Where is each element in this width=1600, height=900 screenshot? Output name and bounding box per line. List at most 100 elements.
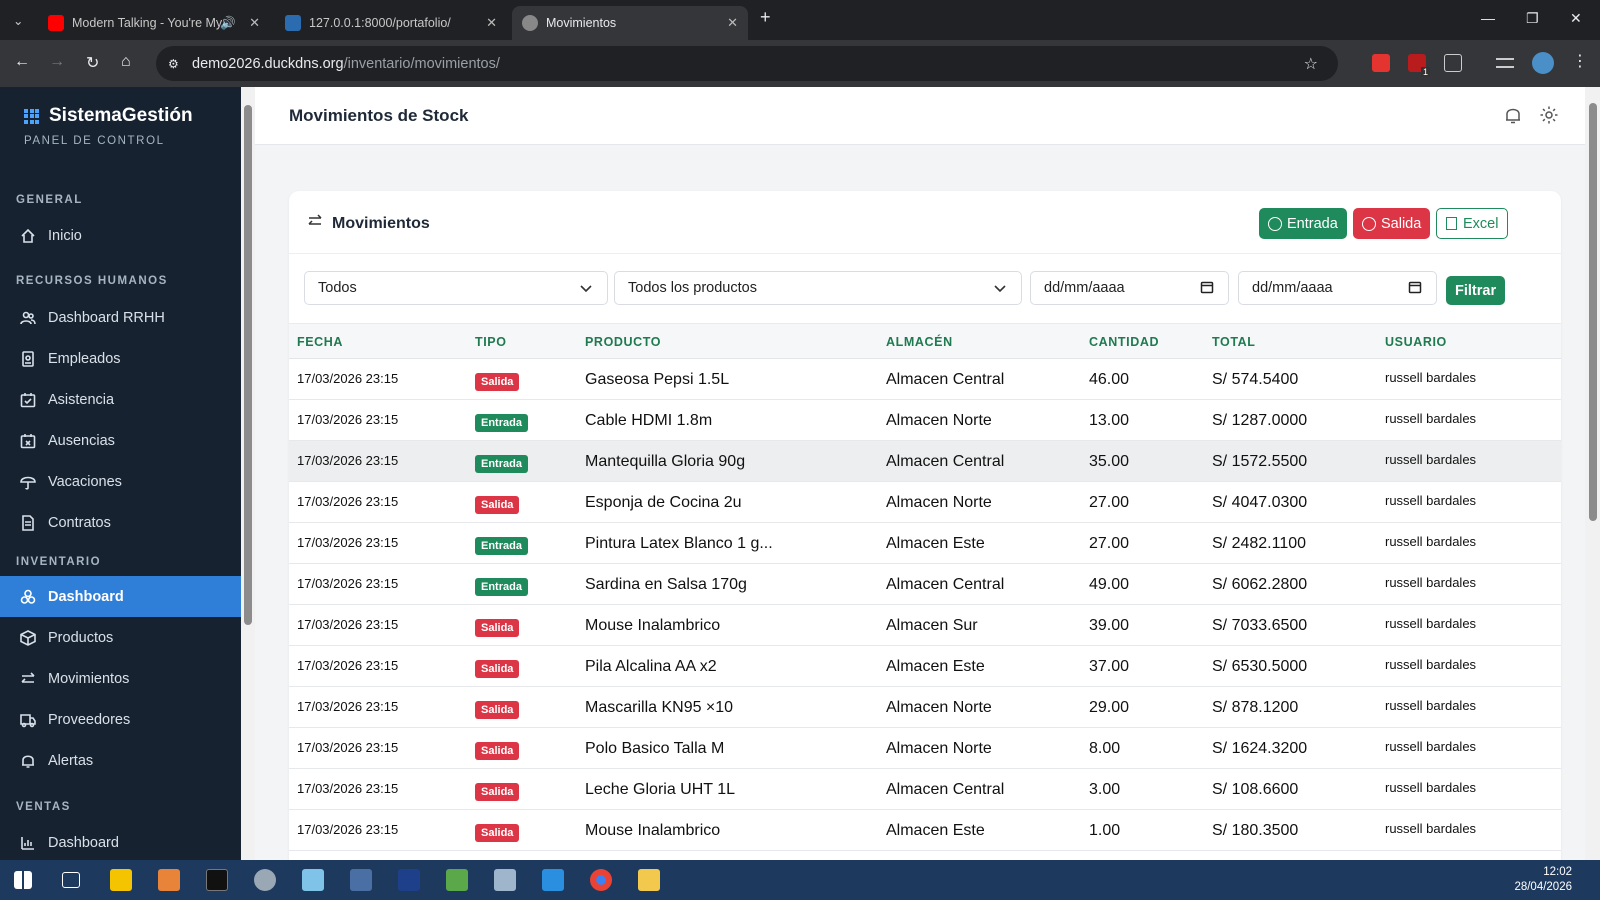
table-row[interactable]: 17/03/2026 23:15 Salida Leche Gloria UHT 1…: [289, 769, 1561, 810]
table-row[interactable]: 17/03/2026 23:15 Entrada Cable HDMI 1.8m Al…: [289, 400, 1561, 441]
extension-icon[interactable]: 1: [1408, 54, 1430, 77]
tipo-select[interactable]: Todos: [304, 271, 608, 305]
sidebar-item-productos[interactable]: Productos: [0, 617, 245, 658]
salida-button[interactable]: Salida: [1353, 208, 1431, 239]
sidebar-item-dashboard-inventario[interactable]: Dashboard: [0, 576, 245, 617]
sidebar-item-proveedores[interactable]: Proveedores: [0, 699, 245, 740]
filtrar-button[interactable]: Filtrar: [1446, 276, 1506, 305]
table-row[interactable]: 17/03/2026 23:15 Salida Gaseosa Pepsi 1.5L…: [289, 359, 1561, 400]
forward-icon[interactable]: →: [49, 53, 65, 70]
cell-fecha: 17/03/2026 23:15: [297, 781, 399, 796]
back-icon[interactable]: ←: [14, 53, 30, 70]
window-close-icon[interactable]: ✕: [1570, 10, 1582, 26]
sidebar-item-movimientos[interactable]: Movimientos: [0, 658, 245, 699]
scrollbar-thumb[interactable]: [244, 105, 252, 625]
app-icon[interactable]: [494, 869, 516, 891]
minimize-icon[interactable]: —: [1481, 10, 1495, 26]
table-row[interactable]: 17/03/2026 23:15 Salida Mascarilla KN95 ×1…: [289, 687, 1561, 728]
status-badge: Salida: [475, 701, 520, 719]
terminal-icon[interactable]: [206, 869, 228, 891]
chrome-icon[interactable]: [590, 869, 612, 891]
tab-portafolio[interactable]: 127.0.0.1:8000/portafolio/ ✕: [275, 6, 507, 40]
fecha-desde-input[interactable]: dd/mm/aaaa: [1030, 271, 1229, 305]
tab-modern-talking[interactable]: Modern Talking - You're My 🔊 ✕: [38, 6, 270, 40]
close-icon[interactable]: ✕: [249, 15, 260, 30]
cell-total: S/ 4047.0300: [1212, 494, 1308, 511]
sticky-notes-icon[interactable]: [110, 869, 132, 891]
avatar[interactable]: [1532, 52, 1554, 74]
table-row[interactable]: 17/03/2026 23:15 Salida Mouse Inalambrico A…: [289, 810, 1561, 851]
table-row[interactable]: 17/03/2026 23:15 Entrada Pintura Latex Bla…: [289, 523, 1561, 564]
cell-cantidad: 8.00: [1089, 740, 1121, 757]
column-header-producto[interactable]: PRODUCTO: [585, 335, 662, 349]
new-tab-button[interactable]: +: [760, 7, 771, 27]
windows-start-icon[interactable]: [14, 871, 32, 889]
speaker-icon[interactable]: 🔊: [220, 15, 236, 30]
app-icon[interactable]: [254, 869, 276, 891]
sidebar-item-empleados[interactable]: Empleados: [0, 338, 245, 379]
column-header-cantidad[interactable]: CANTIDAD: [1089, 335, 1160, 349]
column-header-tipo[interactable]: TIPO: [475, 335, 507, 349]
bell-icon[interactable]: [1503, 105, 1523, 128]
table-row[interactable]: 17/03/2026 23:15 Salida Mouse Inalambrico A…: [289, 605, 1561, 646]
file-explorer-icon[interactable]: [638, 869, 660, 891]
sidebar-item-dashboard-ventas[interactable]: Dashboard: [0, 822, 245, 860]
page-scrollbar[interactable]: [1585, 87, 1600, 860]
site-info-icon[interactable]: ⚙: [168, 56, 179, 71]
table-row[interactable]: 17/03/2026 23:15 Salida Pila Alcalina AA x…: [289, 646, 1561, 687]
puzzle-icon[interactable]: [1444, 54, 1462, 72]
reload-icon[interactable]: ↻: [86, 55, 100, 72]
media-player-icon[interactable]: [158, 869, 180, 891]
entrada-button[interactable]: Entrada: [1259, 208, 1347, 239]
menu-icon[interactable]: ⋮: [1572, 53, 1588, 70]
powershell-icon[interactable]: [398, 869, 420, 891]
sidebar-item-asistencia[interactable]: Asistencia: [0, 379, 245, 420]
restore-icon[interactable]: ❐: [1526, 10, 1539, 26]
task-view-icon[interactable]: [62, 872, 80, 888]
producto-select[interactable]: Todos los productos: [614, 271, 1022, 305]
sidebar-item-label: Empleados: [48, 350, 121, 367]
media-icon[interactable]: [1496, 58, 1514, 68]
table-row[interactable]: 17/03/2026 23:15 Entrada Sardina en Salsa …: [289, 564, 1561, 605]
fecha-hasta-input[interactable]: dd/mm/aaaa: [1238, 271, 1437, 305]
button-label: Excel: [1463, 215, 1499, 232]
address-bar[interactable]: ⚙ demo2026.duckdns.org/inventario/movimi…: [156, 46, 1338, 81]
vscode-icon[interactable]: [542, 869, 564, 891]
tab-movimientos[interactable]: Movimientos ✕: [512, 6, 748, 40]
sidebar-scrollbar[interactable]: [241, 87, 255, 860]
calculator-icon[interactable]: [350, 869, 372, 891]
app-icon[interactable]: [302, 869, 324, 891]
close-icon[interactable]: ✕: [486, 15, 497, 30]
column-header-total[interactable]: TOTAL: [1212, 335, 1256, 349]
table-row[interactable]: 17/03/2026 23:15 Salida Polo Basico Talla …: [289, 728, 1561, 769]
close-icon[interactable]: ✕: [727, 15, 738, 30]
system-clock[interactable]: 12:02 28/04/2026: [1514, 865, 1572, 895]
column-header-almacen[interactable]: ALMACÉN: [886, 335, 953, 349]
cell-producto: Esponja de Cocina 2u: [585, 494, 742, 511]
extension-icon[interactable]: [1372, 54, 1390, 72]
sidebar-item-contratos[interactable]: Contratos: [0, 502, 245, 543]
sidebar-item-dashboard-rrhh[interactable]: Dashboard RRHH: [0, 297, 245, 338]
bookmark-star-icon[interactable]: ☆: [1303, 55, 1318, 73]
table-row[interactable]: 17/03/2026 23:15 Entrada Mantequilla Glori…: [289, 441, 1561, 482]
tab-search-button[interactable]: ⌄: [6, 8, 32, 32]
app-icon[interactable]: [446, 869, 468, 891]
calendar-icon[interactable]: [1200, 280, 1214, 298]
cell-usuario: russell bardales: [1385, 698, 1477, 713]
sidebar-item-inicio[interactable]: Inicio: [0, 215, 245, 256]
scrollbar-thumb[interactable]: [1589, 103, 1597, 521]
table-row[interactable]: 17/03/2026 23:15 Salida Esponja de Cocina …: [289, 482, 1561, 523]
gear-icon[interactable]: [1539, 105, 1559, 128]
sidebar-item-ausencias[interactable]: Ausencias: [0, 420, 245, 461]
home-icon[interactable]: ⌂: [121, 53, 131, 70]
column-header-usuario[interactable]: USUARIO: [1385, 335, 1447, 349]
cell-usuario: russell bardales: [1385, 657, 1477, 672]
calendar-icon[interactable]: [1408, 280, 1422, 298]
brand[interactable]: SistemaGestión: [24, 105, 193, 127]
sidebar-item-alertas[interactable]: Alertas: [0, 740, 245, 781]
excel-button[interactable]: Excel: [1436, 208, 1509, 239]
cell-almacen: Almacen Norte: [886, 740, 992, 757]
column-header-fecha[interactable]: FECHA: [297, 335, 344, 349]
cell-producto: Sardina en Salsa 170g: [585, 576, 747, 593]
sidebar-item-vacaciones[interactable]: Vacaciones: [0, 461, 245, 502]
